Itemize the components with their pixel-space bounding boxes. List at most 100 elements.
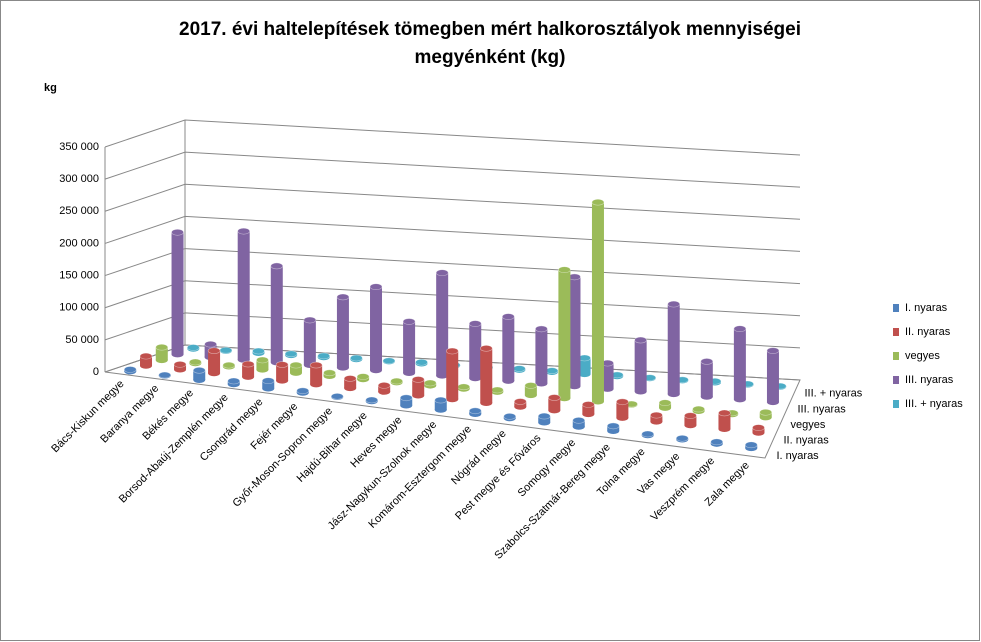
bar-body	[684, 415, 697, 426]
bar	[369, 283, 383, 374]
bar	[227, 377, 241, 388]
bar	[582, 401, 595, 418]
bar	[377, 382, 391, 395]
bar	[610, 371, 624, 380]
bar-body	[582, 404, 595, 415]
bar-top	[445, 347, 459, 355]
bar-body	[256, 360, 269, 370]
bar-top	[744, 441, 758, 449]
bar	[222, 361, 236, 370]
bar	[578, 354, 591, 378]
bar-body	[502, 316, 515, 381]
bar-top	[284, 350, 298, 358]
bar-body	[591, 202, 604, 402]
bar	[684, 412, 697, 429]
bar	[296, 387, 310, 396]
y-tick-label: 50 000	[65, 334, 99, 346]
bar-top	[171, 228, 184, 236]
bar	[317, 352, 331, 361]
bar-top	[634, 336, 647, 344]
bar-top	[457, 383, 471, 391]
bar-top	[382, 357, 396, 365]
bar-body	[400, 397, 413, 406]
bar-top	[399, 394, 413, 402]
bar	[415, 358, 428, 367]
bar-top	[513, 365, 526, 372]
bar-body	[568, 276, 581, 387]
bar-top	[365, 396, 379, 404]
bar	[275, 361, 289, 384]
bar-top	[591, 198, 605, 206]
bar	[524, 382, 538, 399]
bar-top	[606, 422, 620, 430]
y-tick-label: 100 000	[59, 302, 99, 314]
bar	[445, 347, 459, 403]
bar-top	[491, 386, 504, 394]
bar	[171, 228, 184, 358]
bar	[207, 347, 221, 377]
bar-top	[675, 434, 689, 442]
bar-top	[270, 262, 284, 270]
bar-top	[548, 394, 561, 401]
bar-top	[261, 377, 275, 385]
bar	[330, 393, 344, 400]
bar	[766, 347, 780, 406]
bar-top	[207, 347, 221, 355]
bar-top	[435, 269, 449, 277]
bar-top	[468, 407, 482, 415]
bar	[423, 379, 437, 389]
bar-body	[667, 304, 680, 395]
bar-body	[403, 321, 416, 373]
bar	[390, 377, 403, 386]
bar-top	[402, 318, 416, 325]
bar	[261, 377, 275, 392]
bar-top	[700, 358, 714, 365]
bar	[468, 320, 482, 382]
bar-body	[558, 269, 571, 399]
bar-top	[227, 377, 241, 385]
bar	[402, 318, 416, 376]
bar-body	[140, 356, 153, 366]
bar-top	[641, 430, 655, 438]
bar	[270, 262, 284, 366]
bar	[641, 430, 655, 439]
legend-label: III. + nyaras	[905, 398, 963, 410]
bar-top	[503, 413, 517, 420]
bar-top	[572, 417, 586, 424]
z-tick-label: vegyes	[791, 419, 826, 431]
bar	[289, 361, 303, 376]
bar	[139, 352, 153, 369]
bar-top	[692, 405, 705, 413]
bar	[616, 398, 629, 421]
bar-top	[252, 347, 265, 355]
bar-top	[275, 361, 289, 368]
y-tick-label: 250 000	[59, 205, 99, 217]
bar	[219, 346, 233, 354]
bar	[399, 394, 413, 409]
bar-body	[718, 412, 731, 430]
bar-body	[412, 379, 425, 396]
bar-top	[514, 398, 527, 405]
bar	[192, 367, 206, 383]
bar-top	[537, 412, 551, 420]
legend-label: III. nyaras	[905, 374, 954, 386]
y-tick-label: 300 000	[59, 173, 99, 185]
z-tick-label: II. nyaras	[784, 435, 830, 447]
bar-body	[601, 363, 614, 389]
bar-top	[390, 377, 403, 385]
bar	[700, 358, 714, 400]
bar	[350, 354, 363, 363]
bar	[601, 359, 614, 392]
legend-swatch	[893, 352, 899, 360]
bar	[173, 361, 187, 373]
bar	[718, 409, 731, 433]
bar-top	[343, 375, 357, 382]
bar-top	[323, 369, 336, 377]
bar	[744, 441, 758, 452]
bar-body	[155, 347, 168, 361]
bar-top	[369, 283, 383, 291]
bar-body	[262, 380, 275, 389]
chart-title: 2017. évi haltelepítések tömegben mért h…	[179, 19, 801, 40]
